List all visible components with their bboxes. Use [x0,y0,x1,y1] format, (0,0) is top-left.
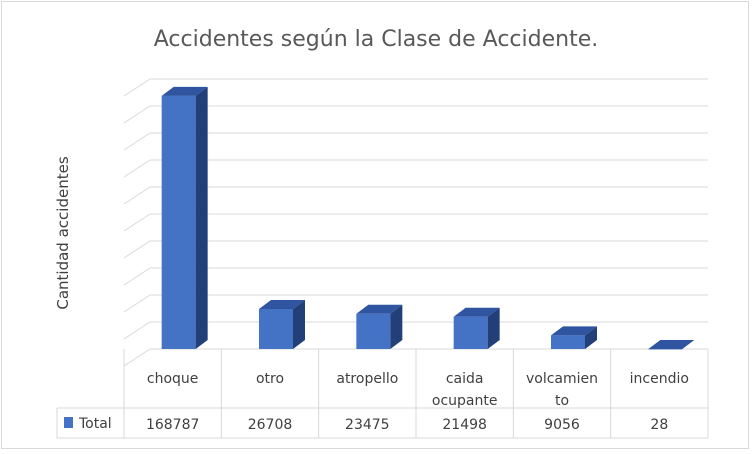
gridline-diagonal [123,348,151,367]
bar-front [453,316,488,349]
value-label: 168787 [146,417,199,433]
bar-side [487,307,500,349]
category-label: atropello [336,371,398,387]
chart-title: Accidentes según la Clase de Accidente. [154,27,598,52]
gridline-diagonal [123,267,151,286]
value-label: 28 [650,417,668,433]
value-label: 21498 [442,417,487,433]
bar [551,326,597,349]
category-label: otro [256,371,284,387]
bar [259,299,305,349]
bar [648,339,695,350]
bar [161,86,208,349]
gridline-diagonal [123,213,151,232]
bar-front [551,335,585,349]
bar-front [161,95,196,349]
gridline-diagonal [123,240,151,259]
gridline-diagonal [123,159,151,178]
bar-top [259,299,305,309]
gridline-diagonal [123,321,151,340]
bar-top [551,326,597,336]
gridlines [123,78,708,367]
bar [453,307,500,349]
gridline-diagonal [123,132,151,151]
gridline-diagonal [123,78,151,97]
category-label: caida [446,371,484,387]
bar-side [585,326,597,349]
category-label: incendio [630,371,689,387]
bar-front [356,313,391,349]
legend-key [64,417,73,428]
bar-top [648,339,695,349]
category-label: to [555,393,569,409]
bar-front [648,348,683,350]
gridline-diagonal [123,294,151,313]
bar-top [161,86,208,96]
y-axis-label: Cantidad accidentes [54,156,72,309]
gridline-diagonal [123,186,151,205]
value-label: 9056 [544,417,580,433]
bar [356,304,403,349]
bar-front [259,308,293,349]
bar-top [453,307,500,317]
value-label: 23475 [345,417,390,433]
data-table: choque otro atropello caida ocupante volcamie… [56,349,709,439]
bar-side [390,304,403,349]
category-label: volcamien [526,371,598,387]
bar-top [356,304,403,314]
category-label: ocupante [432,393,498,409]
category-label: choque [147,371,199,387]
gridline-diagonal [123,105,151,124]
bars [161,86,695,350]
bar-side [293,299,305,349]
value-label: 26708 [248,417,293,433]
bar-side [195,86,208,349]
legend-label: Total [78,416,112,432]
bar-side [682,339,695,349]
